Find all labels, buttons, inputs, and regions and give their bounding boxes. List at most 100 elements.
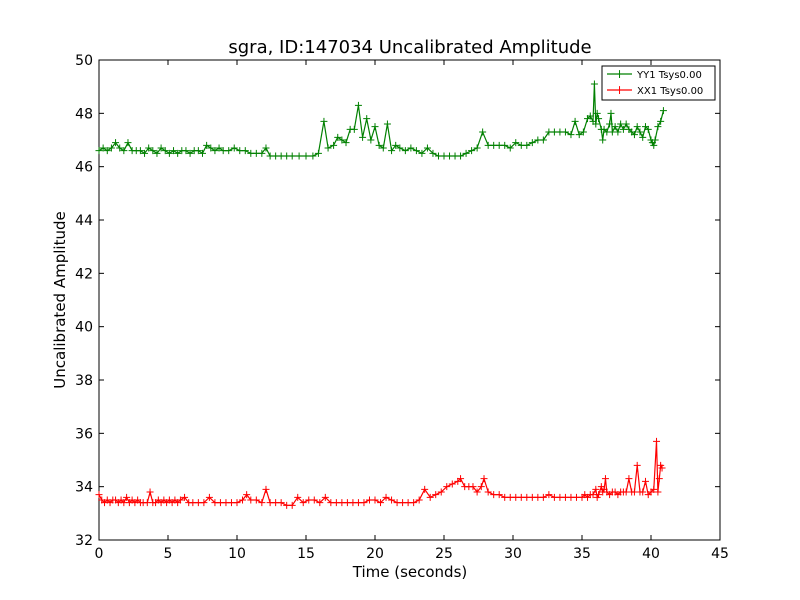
data-point <box>258 149 266 157</box>
data-point <box>241 147 249 155</box>
data-point <box>561 128 569 136</box>
data-point <box>95 147 103 155</box>
data-point <box>607 109 615 117</box>
data-point <box>644 125 652 133</box>
data-point <box>539 493 547 501</box>
y-tick-label: 34 <box>75 480 93 496</box>
data-point <box>655 475 663 483</box>
x-tick-label: 5 <box>164 546 173 562</box>
y-tick-label: 50 <box>75 53 93 69</box>
data-point <box>334 133 342 141</box>
data-point <box>200 499 208 507</box>
data-point <box>501 141 509 149</box>
y-tick-label: 46 <box>75 160 93 176</box>
data-point <box>103 147 111 155</box>
data-point <box>545 491 553 499</box>
data-point <box>95 491 103 499</box>
data-point <box>639 133 647 141</box>
data-point <box>295 152 303 160</box>
series-xx1 <box>95 437 666 509</box>
data-point <box>377 499 385 507</box>
data-point <box>367 136 375 144</box>
data-point <box>654 123 662 131</box>
data-point <box>203 141 211 149</box>
data-point <box>342 139 350 147</box>
data-point <box>606 120 614 128</box>
x-tick-label: 10 <box>228 546 246 562</box>
data-point <box>112 139 120 147</box>
data-point <box>299 499 307 507</box>
data-point <box>484 488 492 496</box>
data-point <box>653 437 661 445</box>
data-point <box>650 485 658 493</box>
data-point <box>375 141 383 149</box>
data-point <box>388 147 396 155</box>
x-tick-label: 35 <box>573 546 591 562</box>
data-point <box>567 131 575 139</box>
data-point <box>321 493 329 501</box>
x-tick-label: 40 <box>642 546 660 562</box>
data-point <box>429 149 437 157</box>
data-point <box>146 488 154 496</box>
data-point <box>314 149 322 157</box>
data-point <box>153 149 161 157</box>
data-point <box>141 149 149 157</box>
data-point <box>277 499 285 507</box>
data-point <box>316 499 324 507</box>
data-point <box>473 144 481 152</box>
y-tick-label: 38 <box>75 373 93 389</box>
x-axis-label: Time (seconds) <box>352 563 468 581</box>
data-point <box>161 147 169 155</box>
data-point <box>473 488 481 496</box>
x-tick-label: 0 <box>95 546 104 562</box>
data-point <box>423 144 431 152</box>
data-point <box>592 485 600 493</box>
data-point <box>658 464 666 472</box>
data-point <box>288 152 296 160</box>
data-point <box>599 136 607 144</box>
data-point <box>350 125 358 133</box>
x-tick-label: 45 <box>711 546 729 562</box>
data-point <box>288 501 296 509</box>
data-point <box>194 147 202 155</box>
data-point <box>480 475 488 483</box>
x-tick-label: 15 <box>297 546 315 562</box>
data-point <box>149 147 157 155</box>
data-point <box>657 117 665 125</box>
data-point <box>294 493 302 501</box>
legend-box <box>601 65 716 101</box>
data-point <box>123 493 131 501</box>
legend-marker-xx1: + <box>614 83 624 97</box>
data-point <box>479 128 487 136</box>
plot-area <box>98 59 721 541</box>
data-point <box>528 139 536 147</box>
data-point <box>590 80 598 88</box>
data-point <box>116 144 124 152</box>
data-point <box>651 136 659 144</box>
data-point <box>165 149 173 157</box>
data-point <box>181 493 189 501</box>
data-point <box>383 120 391 128</box>
data-point <box>415 496 423 504</box>
data-point <box>182 147 190 155</box>
data-point <box>539 136 547 144</box>
data-point <box>363 115 371 123</box>
data-point <box>512 139 520 147</box>
data-point <box>354 101 362 109</box>
legend-label-yy1: YY1 Tsys0.00 <box>636 70 702 81</box>
data-point <box>174 149 182 157</box>
data-point <box>614 128 622 136</box>
data-point <box>592 120 600 128</box>
data-point <box>338 136 346 144</box>
data-point <box>145 144 153 152</box>
data-point <box>586 112 594 120</box>
data-point <box>371 123 379 131</box>
ticks-layer: 0 5 10 15 20 25 30 35 40 45 32 34 36 38 40 42 44 46 48 50 <box>75 53 729 562</box>
data-point <box>636 128 644 136</box>
data-point <box>252 496 260 504</box>
legend-label-xx1: XX1 Tsys0.00 <box>637 86 703 97</box>
data-point <box>396 144 404 152</box>
data-point <box>448 480 456 488</box>
data-point <box>215 144 223 152</box>
